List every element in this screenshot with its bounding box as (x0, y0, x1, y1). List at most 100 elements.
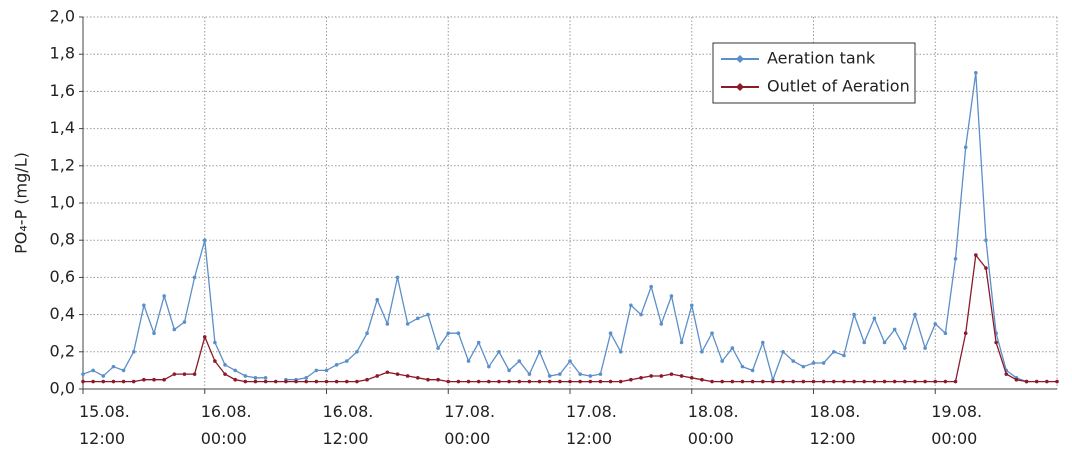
data-point (466, 379, 471, 384)
data-point (558, 379, 562, 384)
data-point (781, 379, 785, 384)
data-point (568, 359, 572, 363)
data-point (913, 312, 917, 317)
y-axis-label: PO₄-P (mg/L) (12, 152, 31, 254)
legend-box (712, 42, 916, 104)
data-point (456, 331, 461, 336)
data-point (101, 379, 106, 384)
data-point (456, 379, 461, 384)
data-point (791, 379, 796, 384)
data-point (385, 322, 390, 326)
data-point (811, 379, 816, 384)
data-point (588, 374, 593, 378)
data-point (365, 377, 369, 382)
data-point (1055, 379, 1059, 384)
data-point (669, 294, 674, 298)
data-point (882, 379, 887, 384)
data-point (933, 322, 938, 326)
data-point (801, 364, 806, 369)
data-point (923, 379, 927, 384)
data-point (426, 312, 430, 317)
data-point (791, 359, 796, 363)
data-point (720, 359, 724, 363)
data-point (243, 374, 248, 378)
data-point (852, 379, 856, 384)
data-point (426, 377, 430, 382)
data-point (923, 346, 927, 350)
data-point (842, 353, 846, 358)
data-point (131, 350, 136, 354)
data-point (182, 372, 187, 376)
data-point (710, 379, 714, 384)
data-point (862, 379, 867, 384)
data-point (659, 322, 664, 326)
data-point (355, 350, 359, 354)
data-point (821, 379, 826, 384)
y-tick-label: 2,0 (50, 7, 75, 26)
data-point (192, 372, 197, 376)
data-point (436, 377, 440, 382)
data-point (253, 376, 258, 380)
data-point (618, 350, 623, 354)
data-point (740, 364, 745, 369)
data-point (903, 379, 907, 384)
data-point (679, 374, 684, 378)
data-point (142, 377, 146, 382)
data-point (507, 368, 511, 373)
data-point (1024, 379, 1029, 384)
data-point (91, 379, 95, 384)
data-point (162, 294, 166, 298)
data-point (679, 340, 684, 345)
data-point (872, 316, 877, 321)
data-point (598, 379, 603, 384)
data-point (903, 346, 907, 350)
data-point (91, 368, 95, 373)
data-point (568, 379, 572, 384)
data-point (781, 350, 785, 354)
data-point (588, 379, 593, 384)
y-tick-label: 0,2 (50, 341, 75, 360)
data-point (344, 359, 349, 363)
data-point (263, 379, 268, 384)
data-point (81, 372, 85, 376)
data-point (669, 372, 674, 376)
data-point (537, 379, 542, 384)
data-point (639, 312, 643, 317)
data-point (649, 374, 653, 378)
data-point (994, 340, 998, 345)
data-point (1034, 379, 1039, 384)
data-point (223, 363, 227, 367)
data-point (953, 379, 958, 384)
x-tick-label: 18.08. 12:00 (809, 402, 861, 448)
data-point (142, 303, 146, 308)
data-point (111, 364, 116, 369)
data-point (395, 372, 400, 376)
data-point (324, 379, 329, 384)
data-point (213, 359, 217, 363)
data-point (466, 359, 471, 363)
data-point (629, 303, 633, 308)
data-point (984, 238, 988, 242)
data-point (527, 372, 532, 376)
data-point (182, 320, 187, 324)
data-point (365, 331, 369, 336)
y-tick-label: 0,4 (50, 304, 75, 323)
data-point (405, 374, 410, 378)
data-point (497, 379, 501, 384)
data-point (700, 350, 704, 354)
data-point (649, 284, 653, 289)
y-tick-label: 1,8 (50, 44, 75, 63)
data-point (101, 374, 106, 378)
data-point (608, 331, 613, 336)
data-point (760, 379, 765, 384)
data-point (578, 372, 582, 376)
data-point (324, 368, 329, 373)
data-point (263, 376, 268, 380)
data-point (395, 275, 400, 280)
data-point (233, 377, 237, 382)
legend-label: Aeration tank (767, 49, 876, 68)
data-point (852, 312, 856, 317)
data-point (385, 370, 390, 375)
